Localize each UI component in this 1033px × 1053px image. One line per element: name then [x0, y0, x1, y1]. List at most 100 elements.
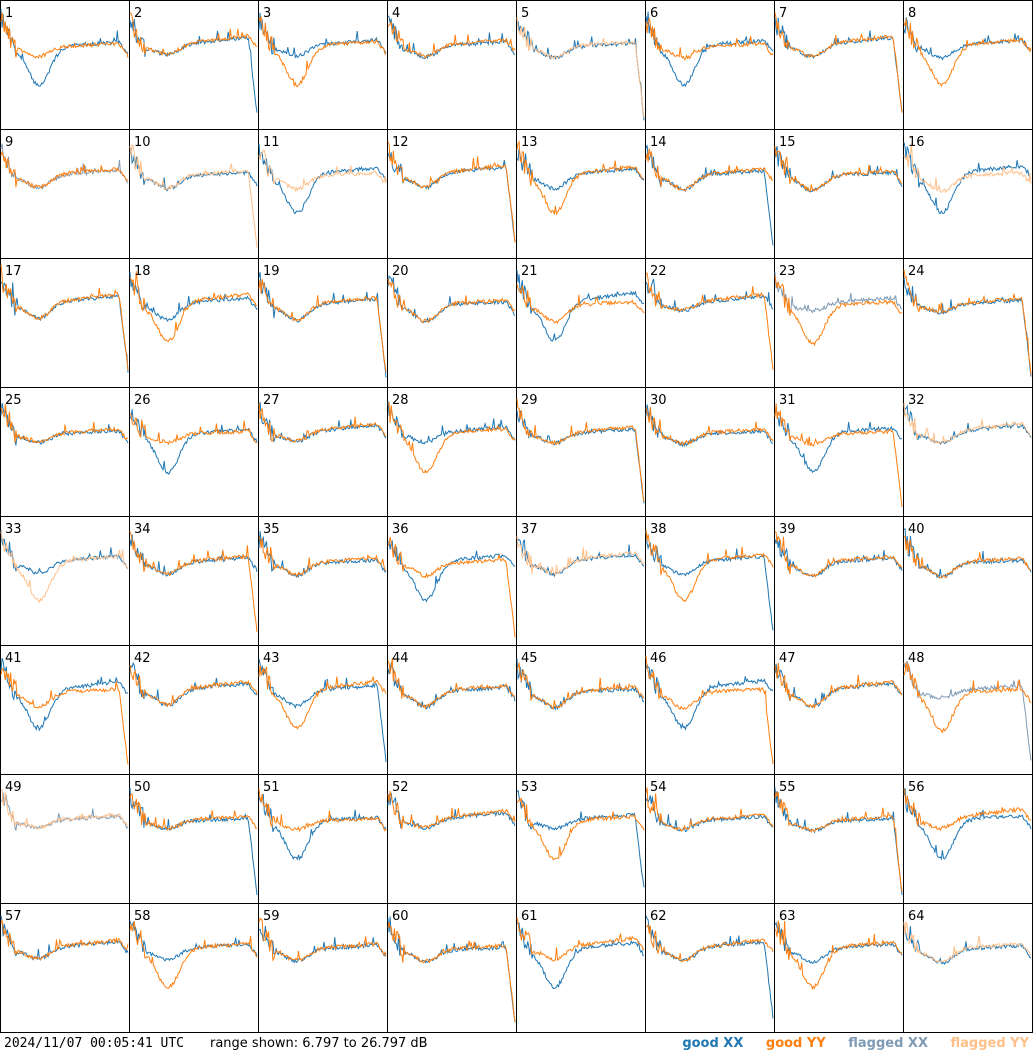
- series-yy-line: [903, 269, 1032, 375]
- panel-frame: [774, 387, 904, 517]
- series-yy-line: [0, 788, 129, 830]
- panel-frame: [129, 0, 259, 130]
- series-xx-line: [645, 404, 774, 448]
- panel-frame: [645, 0, 775, 130]
- panel-33: 33: [0, 516, 130, 646]
- series-yy-line: [774, 403, 903, 508]
- panel-label: 59: [263, 909, 280, 924]
- panel-label: 44: [392, 651, 409, 666]
- panel-frame: [903, 903, 1033, 1033]
- panel-36: 36: [387, 516, 517, 646]
- panel-3: 3: [258, 0, 388, 130]
- panel-1: 1: [0, 0, 130, 130]
- panel-label: 35: [263, 522, 280, 537]
- series-yy-line: [645, 655, 774, 765]
- panel-label: 40: [908, 522, 925, 537]
- series-yy-line: [903, 661, 1032, 734]
- series-yy-line: [0, 919, 129, 960]
- panel-label: 47: [779, 651, 796, 666]
- series-yy-line: [129, 793, 258, 832]
- panel-label: 43: [263, 651, 280, 666]
- panel-5: 5: [516, 0, 646, 130]
- series-yy-line: [774, 145, 903, 192]
- panel-label: 52: [392, 780, 409, 795]
- series-yy-line: [387, 922, 516, 1023]
- panel-frame: [774, 645, 904, 775]
- panel-49: 49: [0, 774, 130, 904]
- panel-label: 10: [134, 135, 151, 150]
- panel-34: 34: [129, 516, 259, 646]
- series-yy-line: [516, 535, 645, 577]
- panel-59: 59: [258, 903, 388, 1033]
- panel-4: 4: [387, 0, 517, 130]
- panel-frame: [516, 645, 646, 775]
- panel-label: 63: [779, 909, 796, 924]
- panel-56: 56: [903, 774, 1033, 904]
- panel-label: 46: [650, 651, 667, 666]
- panel-label: 64: [908, 909, 925, 924]
- legend-good-yy: good YY: [765, 1036, 826, 1051]
- panel-frame: [774, 258, 904, 388]
- panel-label: 61: [521, 909, 538, 924]
- panel-6: 6: [645, 0, 775, 130]
- series-yy-line: [904, 536, 1032, 579]
- panel-frame: [0, 903, 130, 1033]
- panel-label: 34: [134, 522, 151, 537]
- series-xx-line: [258, 143, 387, 214]
- panel-label: 55: [779, 780, 796, 795]
- panel-13: 13: [516, 129, 646, 259]
- series-yy-line: [387, 657, 516, 711]
- series-yy-line: [387, 791, 516, 830]
- series-yy-line: [258, 403, 387, 443]
- panel-frame: [516, 129, 646, 259]
- panel-11: 11: [258, 129, 388, 259]
- panel-9: 9: [0, 129, 130, 259]
- panel-frame: [516, 0, 646, 130]
- series-yy-line: [129, 531, 258, 633]
- panel-label: 29: [521, 393, 538, 408]
- panel-label: 28: [392, 393, 409, 408]
- panel-48: 48: [903, 645, 1033, 775]
- panel-frame: [903, 0, 1033, 130]
- series-xx-line: [258, 658, 387, 763]
- panel-label: 38: [650, 522, 667, 537]
- panel-label: 2: [134, 6, 142, 21]
- panel-label: 51: [263, 780, 280, 795]
- panel-label: 17: [5, 264, 22, 279]
- panel-frame: [0, 129, 130, 259]
- panel-61: 61: [516, 903, 646, 1033]
- series-yy-line: [258, 149, 387, 193]
- series-yy-line: [387, 20, 516, 60]
- series-yy-line: [774, 662, 903, 710]
- series-xx-line: [645, 795, 774, 833]
- series-yy-line: [645, 530, 774, 602]
- series-yy-line: [0, 264, 129, 371]
- panel-label: 62: [650, 909, 667, 924]
- panel-25: 25: [0, 387, 130, 517]
- panel-frame: [903, 516, 1033, 646]
- legend: good XX good YY flagged XX flagged YY: [664, 1034, 1029, 1053]
- panel-label: 39: [779, 522, 796, 537]
- panel-frame: [387, 645, 517, 775]
- panel-10: 10: [129, 129, 259, 259]
- panel-label: 26: [134, 393, 151, 408]
- series-yy-line: [903, 788, 1032, 832]
- panel-51: 51: [258, 774, 388, 904]
- panel-62: 62: [645, 903, 775, 1033]
- panel-40: 40: [903, 516, 1033, 646]
- panel-label: 33: [5, 522, 22, 537]
- series-xx-line: [258, 12, 387, 59]
- series-yy-line: [0, 12, 129, 60]
- panel-50: 50: [129, 774, 259, 904]
- series-yy-line: [903, 403, 1032, 445]
- panel-52: 52: [387, 774, 517, 904]
- series-xx-line: [387, 539, 516, 603]
- panel-39: 39: [774, 516, 904, 646]
- series-yy-line: [516, 283, 645, 325]
- panel-15: 15: [774, 129, 904, 259]
- panel-label: 15: [779, 135, 796, 150]
- panel-45: 45: [516, 645, 646, 775]
- series-yy-line: [0, 667, 129, 765]
- panel-18: 18: [129, 258, 259, 388]
- panel-label: 24: [908, 264, 925, 279]
